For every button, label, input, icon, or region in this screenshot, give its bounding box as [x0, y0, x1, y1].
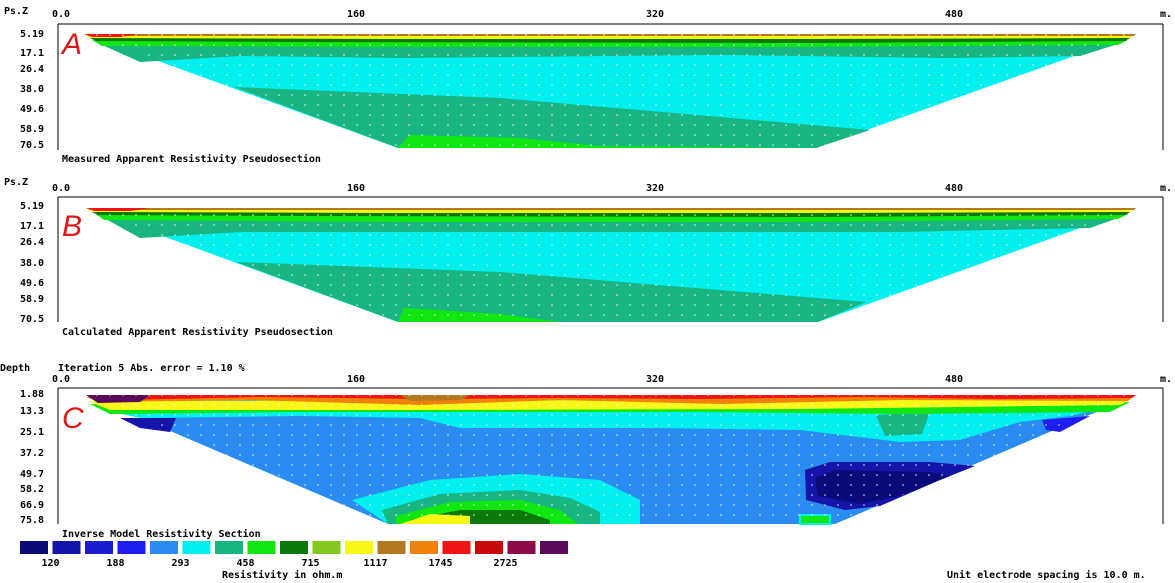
colorbar-swatch — [345, 541, 373, 554]
panel-b-data-points — [86, 208, 1136, 322]
panel-b-ytick-2: 26.4 — [20, 237, 44, 248]
panel-c-data-points — [86, 395, 1136, 524]
panel-c-ytick-4: 49.7 — [20, 469, 44, 480]
panel-a-xtick-1: 160 — [347, 9, 365, 20]
panel-c-section — [86, 395, 1136, 525]
colorbar-label: 2725 — [493, 558, 517, 569]
panel-b-ytick-4: 49.6 — [20, 278, 44, 289]
panel-b: Ps.Z 0.0 160 320 480 m. 5.19 17.1 26.4 3… — [4, 177, 1172, 338]
panel-c-ytick-0: 1.88 — [20, 389, 44, 400]
colorbar — [20, 541, 568, 554]
panel-c-depth-label: Depth — [0, 363, 30, 374]
panel-b-ytick-1: 17.1 — [20, 221, 44, 232]
colorbar-swatch — [540, 541, 568, 554]
colorbar-swatch — [182, 541, 211, 554]
panel-b-xtick-3: 480 — [945, 183, 963, 194]
panel-a-ytick-6: 70.5 — [20, 140, 44, 151]
colorbar-label: 188 — [106, 558, 124, 569]
colorbar-title: Resistivity in ohm.m — [222, 569, 342, 581]
panel-a-x-unit: m. — [1160, 9, 1172, 20]
panel-b-depth-label: Ps.Z — [4, 177, 28, 188]
colorbar-swatch — [442, 541, 471, 554]
panel-b-xtick-0: 0.0 — [52, 183, 70, 194]
panel-b-ytick-5: 58.9 — [20, 294, 44, 305]
panel-a-letter: A — [60, 28, 82, 61]
colorbar-swatch — [150, 541, 178, 554]
panel-c-letter: C — [62, 402, 84, 435]
panel-b-ytick-3: 38.0 — [20, 258, 44, 269]
panel-c-ytick-6: 66.9 — [20, 500, 44, 511]
panel-a-xtick-2: 320 — [646, 9, 664, 20]
colorbar-swatch — [377, 541, 406, 554]
colorbar-swatch — [410, 541, 438, 554]
colorbar-label: 1745 — [428, 558, 452, 569]
colorbar-label: 293 — [171, 558, 189, 569]
panel-b-x-unit: m. — [1160, 183, 1172, 194]
colorbar-swatch — [312, 541, 341, 554]
panel-c-iteration-text: Iteration 5 Abs. error = 1.10 % — [58, 362, 245, 374]
colorbar-swatch — [20, 541, 48, 554]
colorbar-label: 715 — [301, 558, 319, 569]
panel-c-ytick-3: 37.2 — [20, 448, 44, 459]
colorbar-swatch — [247, 541, 276, 554]
panel-c-ytick-1: 13.3 — [20, 406, 44, 417]
panel-b-ytick-6: 70.5 — [20, 314, 44, 325]
colorbar-label: 1117 — [363, 558, 387, 569]
panel-a-data-points — [84, 34, 1136, 148]
panel-a-ytick-1: 17.1 — [20, 48, 44, 59]
panel-a: Ps.Z 0.0 160 320 480 m. 5.19 17.1 26.4 3… — [4, 6, 1172, 165]
panel-c-xtick-2: 320 — [646, 374, 664, 385]
panel-c-caption: Inverse Model Resistivity Section — [62, 528, 261, 540]
panel-c-xtick-1: 160 — [347, 374, 365, 385]
colorbar-label: 458 — [236, 558, 254, 569]
panel-c-xtick-3: 480 — [945, 374, 963, 385]
panel-a-ytick-0: 5.19 — [20, 29, 44, 40]
colorbar-swatch — [215, 541, 243, 554]
panel-b-ytick-0: 5.19 — [20, 201, 44, 212]
colorbar-swatch — [52, 541, 81, 554]
colorbar-labels: 120 188 293 458 715 1117 1745 2725 — [41, 558, 517, 569]
panel-b-section — [86, 208, 1136, 322]
panel-b-caption: Calculated Apparent Resistivity Pseudose… — [62, 326, 333, 338]
panel-a-ytick-2: 26.4 — [20, 64, 44, 75]
panel-a-ytick-3: 38.0 — [20, 84, 44, 95]
panel-c-x-unit: m. — [1160, 374, 1172, 385]
panel-a-xtick-3: 480 — [945, 9, 963, 20]
panel-a-depth-label: Ps.Z — [4, 6, 28, 17]
colorbar-swatch — [280, 541, 308, 554]
panel-b-xtick-1: 160 — [347, 183, 365, 194]
panel-c-xtick-0: 0.0 — [52, 374, 70, 385]
panel-c: Depth Iteration 5 Abs. error = 1.10 % 0.… — [0, 362, 1172, 540]
colorbar-label: 120 — [41, 558, 59, 569]
panel-a-xtick-0: 0.0 — [52, 9, 70, 20]
colorbar-swatch — [507, 541, 536, 554]
panel-a-caption: Measured Apparent Resistivity Pseudosect… — [62, 153, 321, 165]
panel-b-letter: B — [62, 210, 82, 243]
panel-a-ytick-5: 58.9 — [20, 124, 44, 135]
electrode-spacing-note: Unit electrode spacing is 10.0 m. — [947, 569, 1146, 581]
colorbar-swatch — [475, 541, 503, 554]
panel-a-section — [84, 34, 1136, 148]
panel-c-ytick-7: 75.8 — [20, 515, 44, 526]
panel-c-ytick-2: 25.1 — [20, 427, 44, 438]
panel-a-ytick-4: 49.6 — [20, 104, 44, 115]
colorbar-swatch — [117, 541, 146, 554]
panel-c-ytick-5: 58.2 — [20, 484, 44, 495]
panel-b-xtick-2: 320 — [646, 183, 664, 194]
colorbar-swatch — [85, 541, 113, 554]
